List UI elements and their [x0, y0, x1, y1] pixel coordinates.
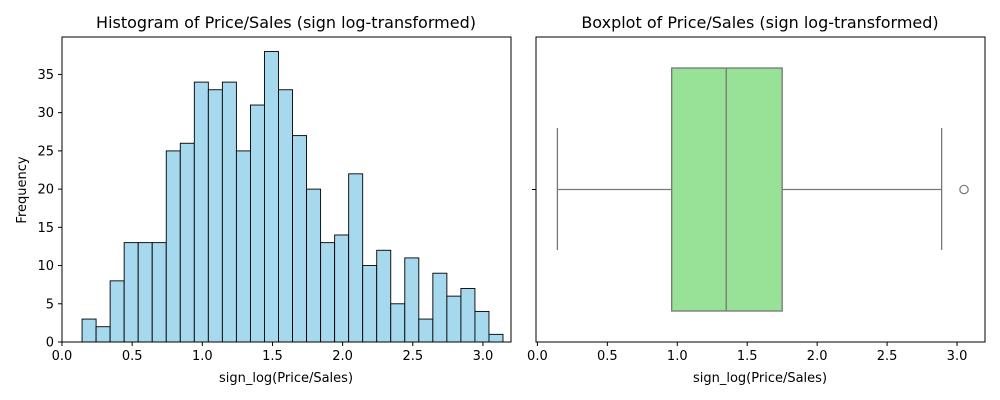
histogram-x-tick-label: 1.5	[262, 349, 283, 364]
histogram-bar	[390, 303, 406, 343]
histogram-bars	[81, 51, 504, 343]
histogram-bar	[165, 150, 181, 343]
histogram-bar	[207, 89, 223, 343]
boxplot-x-tick-label: 2.0	[807, 349, 828, 364]
boxplot-panel: Boxplot of Price/Sales (sign log-transfo…	[527, 13, 986, 386]
histogram-bar	[432, 272, 448, 343]
histogram-y-tick-label: 25	[37, 144, 54, 159]
boxplot-outlier	[959, 184, 969, 195]
histogram-x-label: sign_log(Price/Sales)	[219, 371, 353, 386]
histogram-x-tick-label: 1.0	[192, 349, 213, 364]
boxplot-x-tick-label: 1.5	[737, 349, 758, 364]
boxplot-x-tick-label: 0.5	[597, 349, 618, 364]
histogram-y-tick-label: 30	[37, 106, 54, 121]
histogram-bar	[362, 265, 378, 343]
boxplot-elements	[556, 67, 969, 312]
histogram-bar	[235, 150, 251, 343]
histogram-bar	[179, 142, 195, 343]
histogram-x-tick-label: 3.0	[473, 349, 494, 364]
histogram-y-tick-label: 10	[37, 259, 54, 274]
histogram-bar	[334, 234, 350, 343]
histogram-bar	[221, 81, 237, 343]
histogram-x-tick-label: 0.5	[122, 349, 143, 364]
histogram-bar	[446, 295, 462, 343]
boxplot-x-label: sign_log(Price/Sales)	[693, 371, 827, 386]
histogram-panel: Histogram of Price/Sales (sign log-trans…	[15, 13, 512, 386]
histogram-bar	[306, 188, 322, 343]
histogram-bar	[151, 242, 167, 343]
histogram-bar	[292, 135, 308, 343]
histogram-bar	[278, 89, 293, 343]
histogram-bar	[376, 249, 392, 343]
histogram-y-tick-label: 5	[46, 297, 54, 312]
histogram-bar	[320, 242, 336, 343]
histogram-bar	[137, 242, 153, 343]
histogram-x-tick-label: 2.0	[332, 349, 353, 364]
histogram-x-tick-label: 0.0	[52, 349, 73, 364]
histogram-y-tick-label: 15	[37, 221, 54, 236]
histogram-y-tick-label: 0	[46, 336, 54, 351]
boxplot-x-ticks: 0.0 0.5 1.0 1.5 2.0 2.5 3.0	[527, 342, 967, 364]
histogram-y-ticks: 0 5 10 15 20 25 30 35	[37, 68, 62, 351]
histogram-bar	[81, 318, 97, 343]
histogram-bar	[404, 257, 420, 343]
histogram-bar	[474, 310, 490, 343]
boxplot-x-tick-label: 0.0	[527, 349, 548, 364]
histogram-bar	[193, 81, 209, 343]
boxplot-x-tick-label: 2.5	[877, 349, 898, 364]
histogram-bar	[95, 326, 111, 343]
histogram-bar	[123, 242, 139, 343]
histogram-bar	[460, 288, 476, 343]
histogram-bar	[488, 333, 504, 343]
histogram-bar	[418, 318, 434, 343]
histogram-bar	[264, 51, 279, 343]
histogram-y-label: Frequency	[15, 156, 30, 223]
histogram-title: Histogram of Price/Sales (sign log-trans…	[96, 13, 476, 32]
histogram-x-tick-label: 2.5	[402, 349, 423, 364]
histogram-y-tick-label: 20	[37, 183, 54, 198]
boxplot-x-tick-label: 3.0	[947, 349, 968, 364]
boxplot-x-tick-label: 1.0	[667, 349, 688, 364]
boxplot-title: Boxplot of Price/Sales (sign log-transfo…	[581, 13, 938, 32]
histogram-bar	[109, 280, 125, 343]
histogram-y-tick-label: 35	[37, 68, 54, 83]
histogram-bar	[348, 173, 364, 343]
histogram-x-ticks: 0.0 0.5 1.0 1.5 2.0 2.5 3.0	[52, 342, 494, 364]
histogram-bar	[249, 104, 265, 343]
boxplot-iqr-box	[671, 67, 783, 312]
